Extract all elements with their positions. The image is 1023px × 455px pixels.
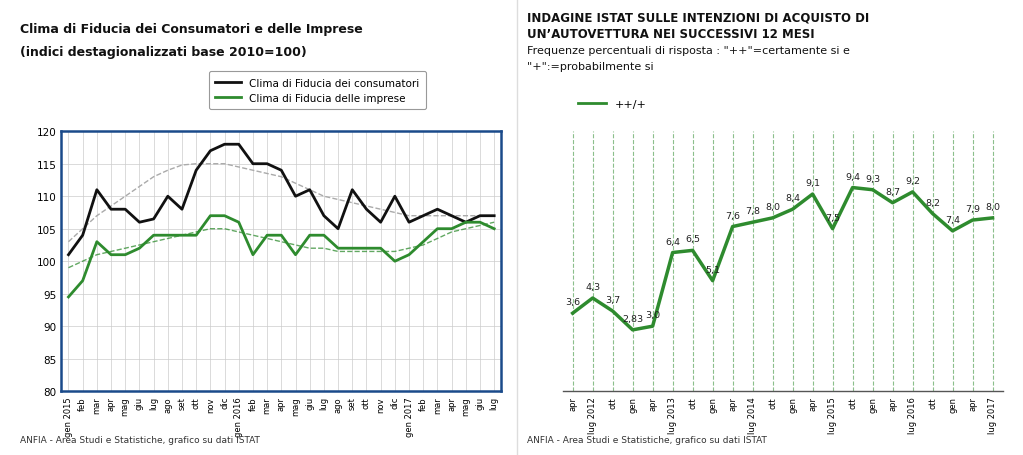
Text: 3,0: 3,0: [646, 311, 660, 319]
Text: 7,8: 7,8: [745, 207, 760, 216]
Text: 9,1: 9,1: [805, 179, 820, 188]
Text: 3,6: 3,6: [565, 298, 580, 307]
Text: 8,0: 8,0: [985, 202, 1000, 212]
Text: 2,83: 2,83: [622, 314, 643, 323]
Text: 9,3: 9,3: [865, 174, 880, 183]
Text: UN’AUTOVETTURA NEI SUCCESSIVI 12 MESI: UN’AUTOVETTURA NEI SUCCESSIVI 12 MESI: [527, 28, 814, 41]
Legend: ++/+: ++/+: [573, 95, 651, 114]
Text: (indici destagionalizzati base 2010=100): (indici destagionalizzati base 2010=100): [20, 46, 307, 59]
Text: 5,1: 5,1: [705, 265, 720, 274]
Text: 9,2: 9,2: [905, 177, 920, 186]
Legend: Clima di Fiducia dei consumatori, Clima di Fiducia delle imprese: Clima di Fiducia dei consumatori, Clima …: [209, 72, 426, 110]
Text: Clima di Fiducia dei Consumatori e delle Imprese: Clima di Fiducia dei Consumatori e delle…: [20, 23, 363, 36]
Text: 6,4: 6,4: [665, 237, 680, 246]
Text: ANFIA - Area Studi e Statistiche, grafico su dati ISTAT: ANFIA - Area Studi e Statistiche, grafic…: [20, 435, 260, 444]
Text: "+":=probabilmente si: "+":=probabilmente si: [527, 62, 654, 72]
Text: 9,4: 9,4: [845, 172, 860, 181]
Text: ANFIA - Area Studi e Statistiche, grafico su dati ISTAT: ANFIA - Area Studi e Statistiche, grafic…: [527, 435, 766, 444]
Text: 8,4: 8,4: [785, 194, 800, 203]
Text: 3,7: 3,7: [605, 295, 620, 304]
Text: 8,7: 8,7: [885, 187, 900, 197]
Text: 8,0: 8,0: [765, 202, 781, 212]
Text: 7,9: 7,9: [965, 205, 980, 214]
Text: Frequenze percentuali di risposta : "++"=certamente si e: Frequenze percentuali di risposta : "++"…: [527, 46, 850, 56]
Text: 4,3: 4,3: [585, 283, 601, 292]
Text: 7,4: 7,4: [945, 216, 960, 224]
Text: 7,5: 7,5: [826, 213, 840, 222]
Text: 8,2: 8,2: [925, 198, 940, 207]
Text: 6,5: 6,5: [685, 235, 700, 244]
Text: 7,6: 7,6: [725, 211, 740, 220]
Text: INDAGINE ISTAT SULLE INTENZIONI DI ACQUISTO DI: INDAGINE ISTAT SULLE INTENZIONI DI ACQUI…: [527, 11, 870, 25]
